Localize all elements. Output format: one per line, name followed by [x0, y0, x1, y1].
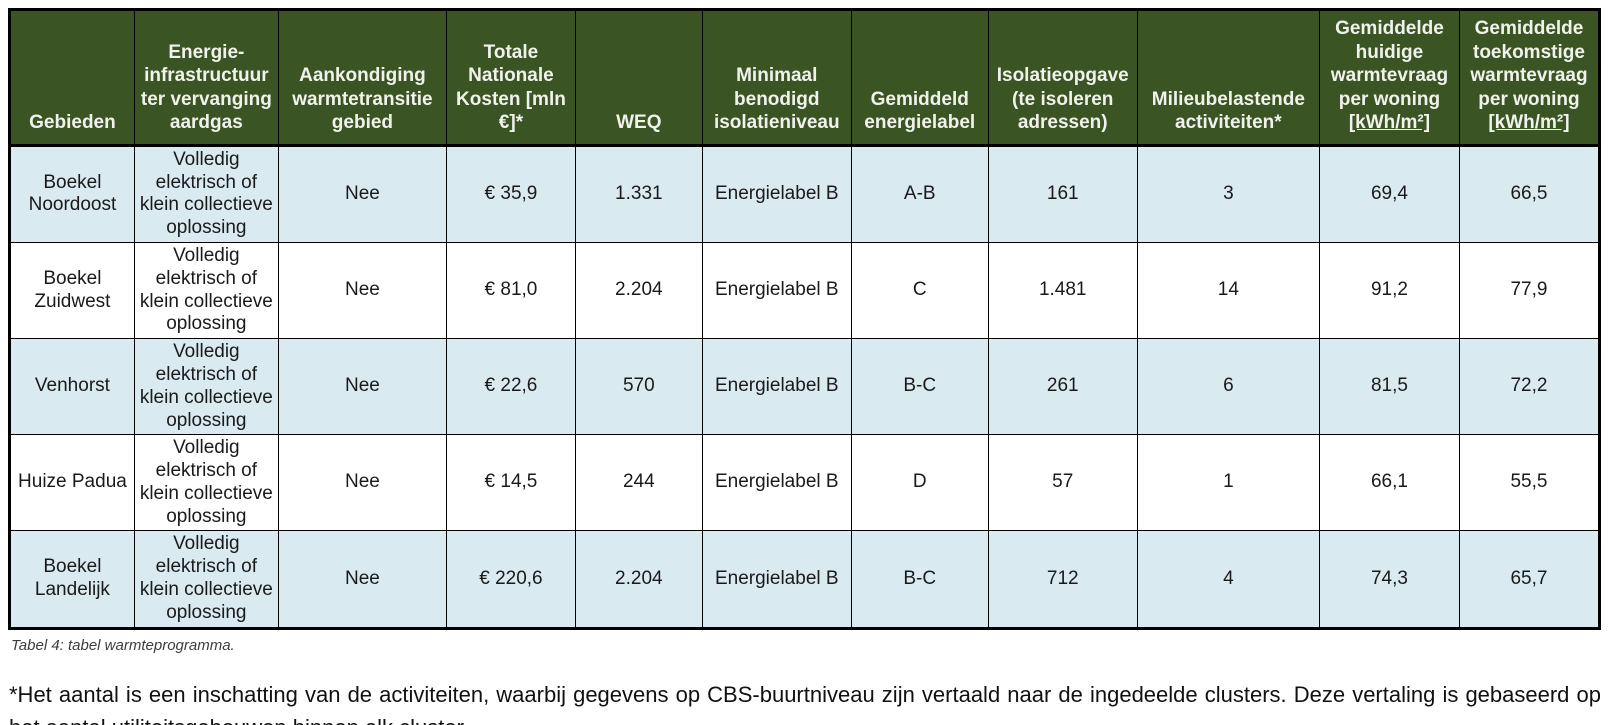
header-cell-energie-infrastructuur: Energie-infrastructuur ter vervanging aa…	[133, 9, 279, 147]
table-cell: 74,3	[1318, 530, 1460, 629]
table-cell: 14	[1136, 241, 1320, 340]
header-cell-isolatieniveau: Minimaal benodigd isolatieniveau	[701, 9, 852, 147]
header-label: Milieubelastende activiteiten*	[1151, 88, 1305, 134]
header-cell-toekomstige-warmtevraag: Gemiddelde toekomstige warmtevraag per w…	[1458, 9, 1601, 147]
table-cell: 1	[1136, 434, 1320, 532]
table-cell: Nee	[277, 338, 448, 436]
header-cell-isolatieopgave: Isolatieopgave (te isoleren adressen)	[987, 9, 1138, 147]
table-cell: 57	[987, 434, 1138, 532]
table-cell: 1.481	[987, 241, 1138, 340]
header-label: Gebieden	[29, 112, 116, 134]
header-unit: [kWh/m²]	[1488, 112, 1570, 134]
table-cell: Nee	[277, 434, 448, 532]
header-cell-weq: WEQ	[574, 9, 703, 147]
table-cell: 6	[1136, 338, 1320, 436]
header-cell-huidige-warmtevraag: Gemiddelde huidige warmtevraag per wonin…	[1318, 9, 1460, 147]
header-label: Aankondiging warmtetransitie gebied	[292, 65, 433, 134]
table-cell: 65,7	[1458, 530, 1601, 629]
table-cell: 66,1	[1318, 434, 1460, 532]
header-label: Gemiddeld energielabel	[864, 88, 976, 134]
header-label: Gemiddelde huidige warmtevraag per wonin…	[1330, 18, 1449, 110]
table-cell: Energielabel B	[701, 144, 852, 243]
table-row-venhorst: Venhorst Volledig elektrisch of klein co…	[9, 338, 1601, 436]
table-cell: 712	[987, 530, 1138, 629]
footnote-text: *Het aantal is een inschatting van de ac…	[9, 681, 1601, 725]
table-row-boekel-noordoost: Boekel Noordoost Volledig elektrisch of …	[9, 144, 1601, 243]
table-cell: Boekel Zuidwest	[9, 241, 135, 340]
table-cell: Volledig elektrisch of klein collectieve…	[133, 241, 279, 340]
table-cell: 91,2	[1318, 241, 1460, 340]
table-cell: Nee	[277, 530, 448, 629]
table-cell: 72,2	[1458, 338, 1601, 436]
table-cell: € 81,0	[446, 241, 576, 340]
table-cell: 55,5	[1458, 434, 1601, 532]
table-cell: D	[850, 434, 989, 532]
table-cell: 570	[574, 338, 703, 436]
table-row-boekel-landelijk: Boekel Landelijk Volledig elektrisch of …	[9, 530, 1601, 629]
table-cell: Venhorst	[9, 338, 135, 436]
table-cell: € 220,6	[446, 530, 576, 629]
table-cell: Volledig elektrisch of klein collectieve…	[133, 434, 279, 532]
table-cell: 3	[1136, 144, 1320, 243]
table-cell: 1.331	[574, 144, 703, 243]
table-cell: Energielabel B	[701, 530, 852, 629]
table-cell: 77,9	[1458, 241, 1601, 340]
table-cell: Nee	[277, 144, 448, 243]
table-cell: Volledig elektrisch of klein collectieve…	[133, 338, 279, 436]
table-cell: 261	[987, 338, 1138, 436]
header-cell-totale-kosten: Totale Nationale Kosten [mln €]*	[446, 9, 576, 147]
header-cell-energielabel: Gemiddeld energielabel	[850, 9, 989, 147]
header-label: Gemiddelde toekomstige warmtevraag per w…	[1470, 18, 1588, 110]
table-cell: Boekel Landelijk	[9, 530, 135, 629]
table-cell: B-C	[850, 338, 989, 436]
table-body: Boekel Noordoost Volledig elektrisch of …	[9, 144, 1601, 629]
table-row-huize-padua: Huize Padua Volledig elektrisch of klein…	[9, 434, 1601, 532]
header-label: Totale Nationale Kosten [mln €]*	[456, 41, 566, 134]
table-cell: 66,5	[1458, 144, 1601, 243]
table-caption: Tabel 4: tabel warmteprogramma.	[11, 636, 235, 654]
table-cell: 69,4	[1318, 144, 1460, 243]
table-cell: Volledig elektrisch of klein collectieve…	[133, 530, 279, 629]
table-cell: Energielabel B	[701, 434, 852, 532]
table-cell: Energielabel B	[701, 338, 852, 436]
table-row-boekel-zuidwest: Boekel Zuidwest Volledig elektrisch of k…	[9, 241, 1601, 340]
header-label: Isolatieopgave (te isoleren adressen)	[996, 65, 1129, 134]
table-cell: 2.204	[574, 530, 703, 629]
header-unit: [kWh/m²]	[1348, 112, 1431, 134]
table-cell: Energielabel B	[701, 241, 852, 340]
table-cell: Huize Padua	[9, 434, 135, 532]
table-cell: € 35,9	[446, 144, 576, 243]
header-cell-gebieden: Gebieden	[9, 9, 135, 147]
table-header: Gebieden Energie-infrastructuur ter verv…	[9, 9, 1601, 147]
table-cell: € 14,5	[446, 434, 576, 532]
table-cell: 244	[574, 434, 703, 532]
header-cell-milieubelastende: Milieubelastende activiteiten*	[1136, 9, 1320, 147]
table-cell: A-B	[850, 144, 989, 243]
header-label: WEQ	[616, 112, 662, 134]
table-cell: B-C	[850, 530, 989, 629]
table-header-row: Gebieden Energie-infrastructuur ter verv…	[9, 9, 1601, 147]
table-cell: 4	[1136, 530, 1320, 629]
table-cell: 81,5	[1318, 338, 1460, 436]
header-label: Minimaal benodigd isolatieniveau	[713, 65, 840, 134]
header-cell-aankondiging: Aankondiging warmtetransitie gebied	[277, 9, 448, 147]
table-cell: Boekel Noordoost	[9, 144, 135, 243]
table-cell: € 22,6	[446, 338, 576, 436]
table-cell: C	[850, 241, 989, 340]
table-cell: 161	[987, 144, 1138, 243]
table-cell: Nee	[277, 241, 448, 340]
table-cell: 2.204	[574, 241, 703, 340]
warmteprogramma-table: Gebieden Energie-infrastructuur ter verv…	[8, 8, 1601, 630]
table-cell: Volledig elektrisch of klein collectieve…	[133, 144, 279, 243]
header-label: Energie-infrastructuur ter vervanging aa…	[140, 41, 272, 134]
